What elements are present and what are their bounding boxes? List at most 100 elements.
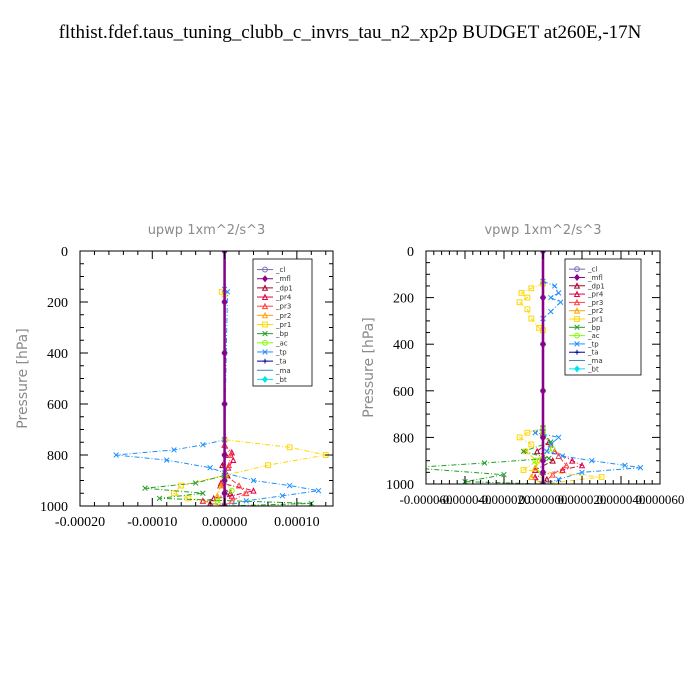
data-point xyxy=(622,462,628,469)
data-point xyxy=(408,465,413,470)
legend-label: _pr1 xyxy=(275,321,291,329)
data-point xyxy=(516,299,523,306)
legend-marker xyxy=(574,365,580,373)
data-point xyxy=(250,487,257,494)
data-point xyxy=(185,495,192,502)
data-point xyxy=(235,482,243,489)
legend-marker xyxy=(262,321,268,328)
data-point xyxy=(520,467,527,473)
legend: _cl_mfl_dp1_pr4_pr3_pr2_pr1_bp_ac_tp_ta_… xyxy=(252,258,313,387)
data-point xyxy=(528,315,535,322)
data-point xyxy=(540,294,546,302)
legend-label: _pr2 xyxy=(587,307,603,315)
x-tick-label: -0.00020 xyxy=(55,515,105,530)
y-tick-label: 0 xyxy=(61,245,68,260)
x-tick-label: -0.000040 xyxy=(438,492,491,507)
legend-marker xyxy=(574,273,580,281)
series-line xyxy=(426,432,552,484)
legend-marker xyxy=(262,339,268,346)
legend-marker xyxy=(574,332,580,339)
legend-label: _bt xyxy=(587,365,599,373)
x-tick-label: -0.00010 xyxy=(127,515,177,530)
series-line xyxy=(534,432,554,484)
panel-title: vpwp 1xm^2/s^3 xyxy=(484,223,601,238)
data-point xyxy=(528,285,535,292)
data-point xyxy=(250,477,257,484)
y-tick-label: 800 xyxy=(47,449,68,464)
legend-marker xyxy=(262,275,268,283)
legend-label: _dp1 xyxy=(275,284,293,292)
data-point xyxy=(520,448,527,455)
data-point xyxy=(142,485,148,491)
y-tick-label: 200 xyxy=(47,296,68,311)
legend-marker xyxy=(262,358,268,364)
y-tick-label: 200 xyxy=(393,292,414,307)
data-point xyxy=(524,294,531,301)
data-point xyxy=(569,457,576,464)
data-point xyxy=(199,497,207,504)
data-point xyxy=(532,429,538,436)
legend-marker xyxy=(262,349,268,355)
panel-title: upwp 1xm^2/s^3 xyxy=(148,223,266,238)
data-point xyxy=(528,473,535,480)
data-point xyxy=(540,387,546,395)
data-point xyxy=(637,464,644,471)
data-point xyxy=(221,400,228,408)
legend-label: _ma xyxy=(587,357,603,365)
legend-label: _bp xyxy=(587,324,601,332)
data-point xyxy=(113,452,119,458)
data-point xyxy=(588,457,595,464)
data-point xyxy=(544,448,550,455)
data-point xyxy=(549,471,556,478)
data-point xyxy=(579,469,585,476)
legend-marker xyxy=(262,330,268,337)
data-point xyxy=(230,456,237,463)
page-title: flthist.fdef.taus_tuning_clubb_c_invrs_t… xyxy=(58,22,642,43)
y-tick-label: 400 xyxy=(47,347,68,362)
data-point xyxy=(227,451,234,458)
data-point xyxy=(224,289,231,295)
legend-marker xyxy=(573,290,581,297)
data-point xyxy=(221,476,228,485)
legend-marker xyxy=(261,302,269,310)
data-point xyxy=(546,455,552,462)
data-point xyxy=(171,490,177,497)
legend-marker xyxy=(573,282,581,289)
data-point xyxy=(192,480,199,486)
legend-marker xyxy=(574,316,580,322)
legend: _cl_mfl_dp1_pr4_pr3_pr2_pr1_bp_ac_tp_ta_… xyxy=(564,258,642,376)
data-point xyxy=(548,294,554,301)
data-point xyxy=(207,464,213,471)
series-line xyxy=(224,444,248,506)
legend-label: _ma xyxy=(275,367,291,375)
legend-label: _pr4 xyxy=(275,294,292,302)
x-tick-label: 0.000020 xyxy=(558,492,607,507)
y-tick-label: 1000 xyxy=(40,500,68,515)
data-point xyxy=(286,482,293,489)
y-tick-label: 600 xyxy=(393,385,414,400)
legend-marker xyxy=(574,324,580,331)
legend-label: _pr1 xyxy=(587,316,603,324)
data-point xyxy=(532,457,539,464)
series-line xyxy=(116,288,319,506)
data-point xyxy=(540,468,546,476)
data-point xyxy=(559,466,566,473)
data-point xyxy=(171,447,177,453)
legend-marker xyxy=(574,349,580,355)
legend-label: _pr2 xyxy=(275,312,291,320)
data-point xyxy=(557,299,564,306)
y-tick-label: 400 xyxy=(393,338,414,353)
legend-label: _mfl xyxy=(587,274,603,282)
data-point xyxy=(533,447,541,455)
y-tick-label: 0 xyxy=(407,245,414,260)
legend-label: _ta xyxy=(275,358,287,366)
legend-marker xyxy=(574,341,580,347)
data-point xyxy=(524,429,531,436)
legend-label: _pr3 xyxy=(587,299,603,307)
data-point xyxy=(555,452,562,459)
legend-label: _mfl xyxy=(275,275,291,283)
data-point xyxy=(540,340,546,348)
x-tick-label: 0.000040 xyxy=(597,492,646,507)
data-point xyxy=(528,441,535,448)
